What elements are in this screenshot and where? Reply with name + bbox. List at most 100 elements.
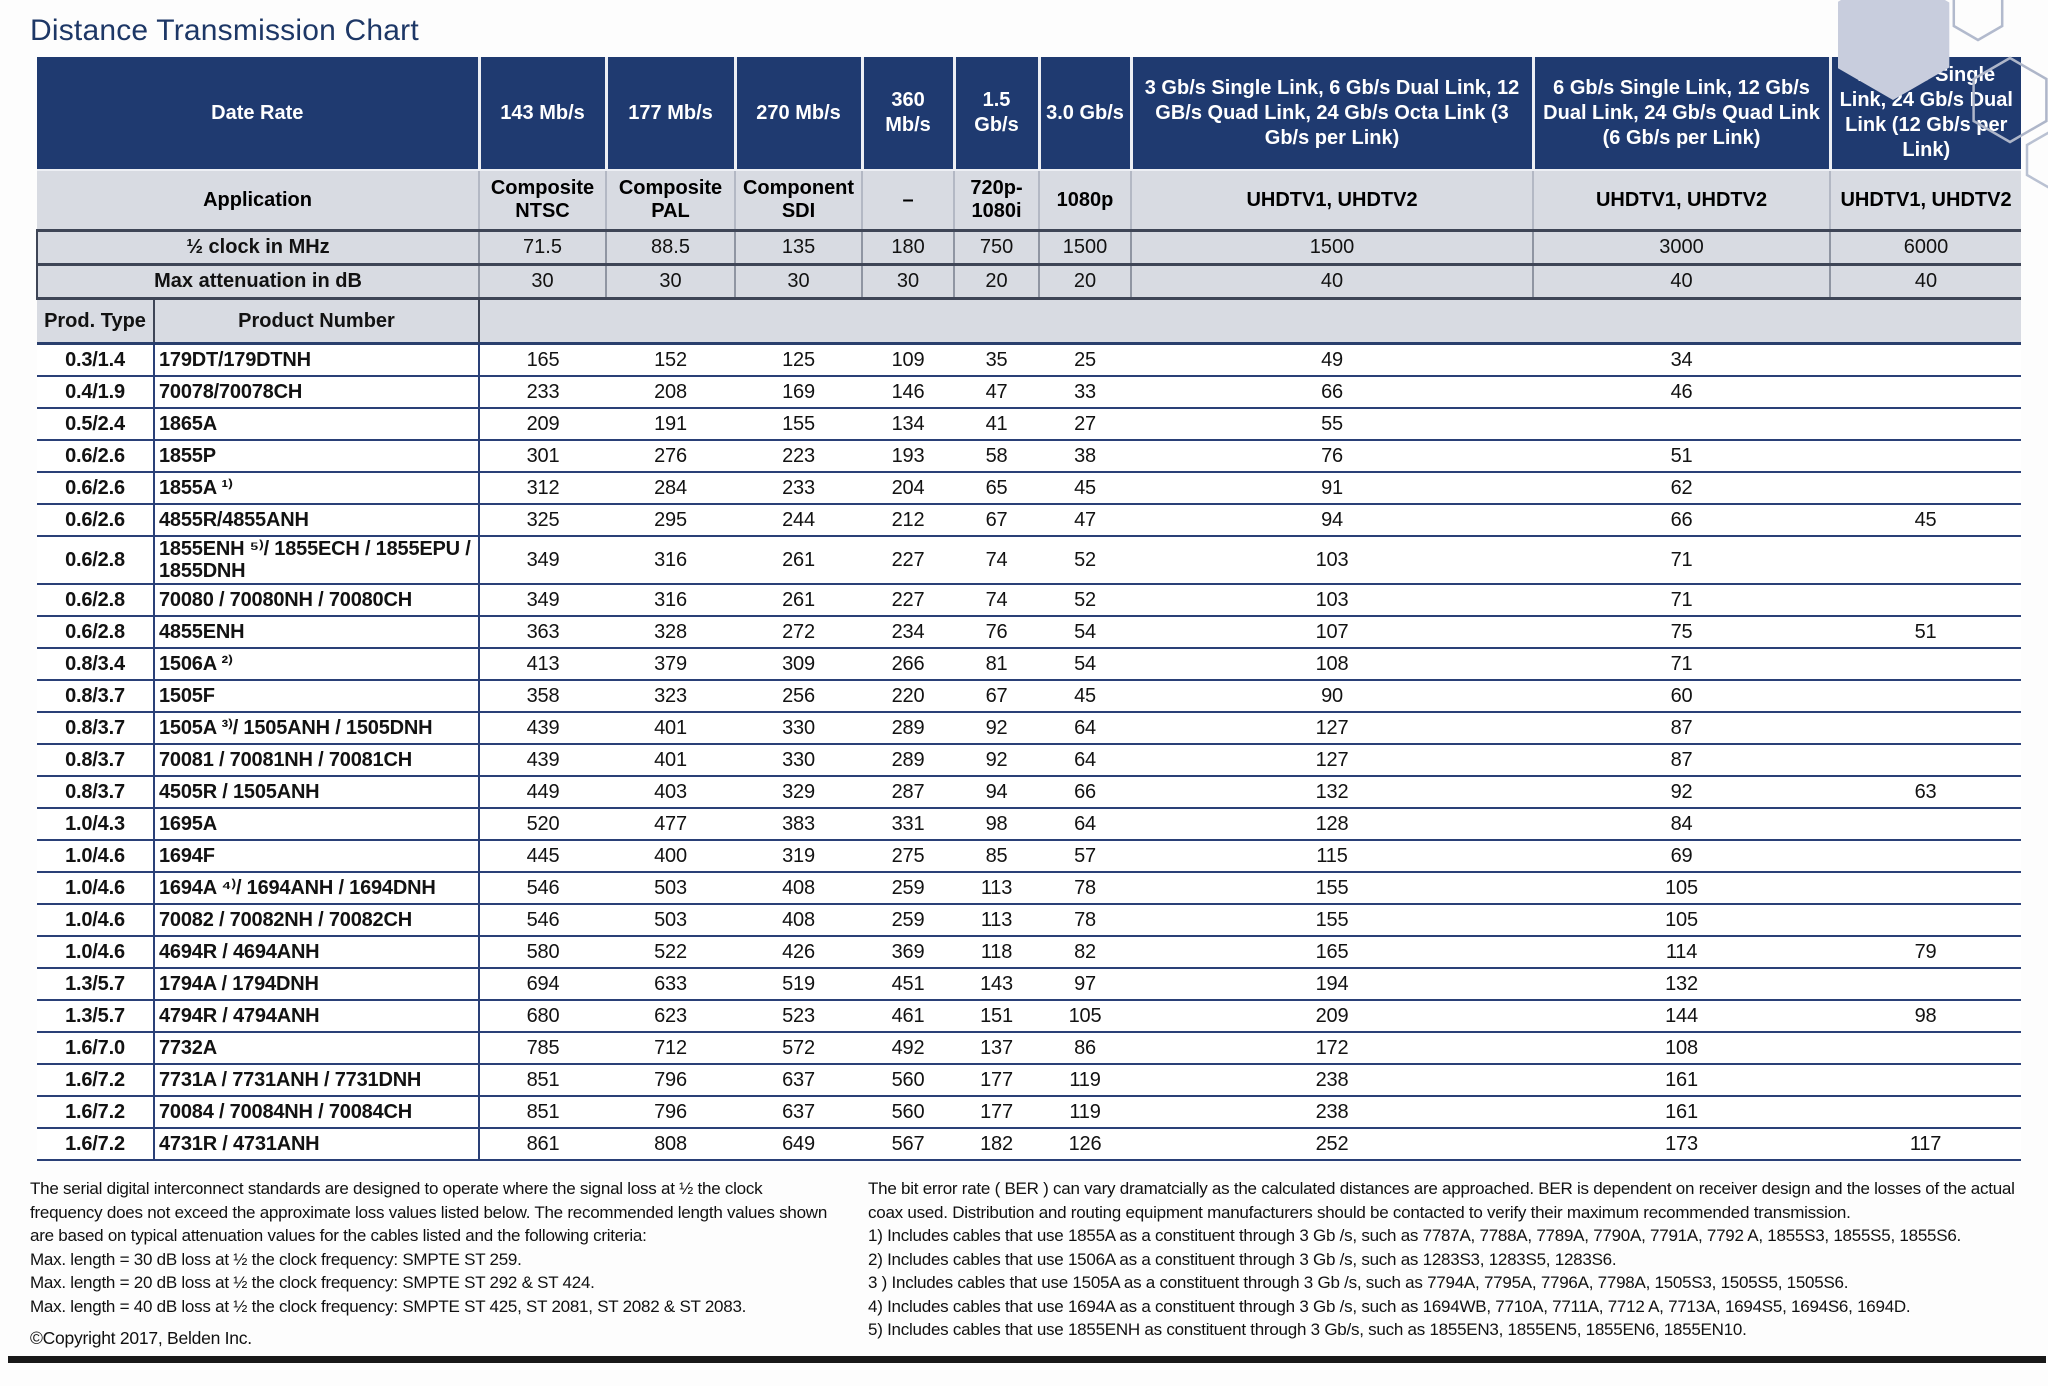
value-cell: 85 bbox=[954, 840, 1040, 873]
value-cell: 128 bbox=[1131, 808, 1534, 841]
prod-type-cell: 0.6/2.8 bbox=[37, 584, 155, 617]
value-cell: 64 bbox=[1039, 744, 1132, 777]
value-cell: 363 bbox=[479, 616, 607, 649]
max-attenuation-value: 40 bbox=[1130, 263, 1534, 299]
value-cell: 325 bbox=[479, 504, 607, 537]
product-number-cell: 70081 / 70081NH / 70081CH bbox=[154, 744, 481, 777]
value-cell: 92 bbox=[954, 744, 1040, 777]
value-cell: 74 bbox=[954, 536, 1040, 585]
max-attenuation-value: 30 bbox=[734, 263, 863, 299]
product-number-cell: 7732A bbox=[154, 1032, 481, 1065]
product-number-cell: 4505R / 1505ANH bbox=[154, 776, 481, 809]
value-cell: 401 bbox=[606, 744, 736, 777]
value-cell bbox=[1830, 1096, 2022, 1129]
value-cell: 126 bbox=[1039, 1128, 1132, 1161]
value-cell: 71 bbox=[1533, 536, 1831, 585]
value-cell: 319 bbox=[735, 840, 863, 873]
value-cell: 143 bbox=[954, 968, 1040, 1001]
value-cell: 349 bbox=[479, 536, 607, 585]
footnote-intro-left: The serial digital interconnect standard… bbox=[30, 1179, 828, 1245]
value-cell: 330 bbox=[735, 744, 863, 777]
numbered-note: 3 ) Includes cables that use 1505A as a … bbox=[868, 1273, 1849, 1292]
value-cell: 38 bbox=[1039, 440, 1132, 473]
value-cell: 796 bbox=[606, 1096, 736, 1129]
value-cell: 144 bbox=[1533, 1000, 1831, 1033]
value-cell: 861 bbox=[479, 1128, 607, 1161]
product-number-cell: 1855ENH ⁵⁾/ 1855ECH / 1855EPU / 1855DNH bbox=[154, 536, 481, 585]
value-cell: 118 bbox=[954, 936, 1040, 969]
value-cell: 51 bbox=[1533, 440, 1831, 473]
value-cell: 65 bbox=[954, 472, 1040, 505]
data-rate-col-header: 3 Gb/s Single Link, 6 Gb/s Dual Link, 12… bbox=[1129, 57, 1534, 170]
prod-type-cell: 0.4/1.9 bbox=[37, 376, 155, 409]
value-cell: 134 bbox=[862, 408, 955, 441]
product-number-cell: 70078/70078CH bbox=[154, 376, 481, 409]
value-cell: 60 bbox=[1533, 680, 1831, 713]
value-cell bbox=[1830, 408, 2022, 441]
value-cell: 567 bbox=[862, 1128, 955, 1161]
product-number-cell: 70082 / 70082NH / 70082CH bbox=[154, 904, 481, 937]
value-cell bbox=[1830, 584, 2022, 617]
value-cell: 69 bbox=[1533, 840, 1831, 873]
value-cell: 309 bbox=[735, 648, 863, 681]
prod-type-cell: 1.6/7.0 bbox=[37, 1032, 155, 1065]
value-cell bbox=[1830, 440, 2022, 473]
prod-type-cell: 1.0/4.6 bbox=[37, 840, 155, 873]
value-cell: 194 bbox=[1131, 968, 1534, 1001]
value-cell: 155 bbox=[1131, 904, 1534, 937]
product-number-cell: 4794R / 4794ANH bbox=[154, 1000, 481, 1033]
product-number-cell: 1695A bbox=[154, 808, 481, 841]
table-row: 1.6/7.2 7731A / 7731ANH / 7731DNH 851 796 63… bbox=[37, 1064, 2022, 1097]
prod-type-cell: 0.8/3.7 bbox=[37, 680, 155, 713]
numbered-note: 4) Includes cables that use 1694A as a c… bbox=[868, 1296, 1911, 1316]
value-cell: 161 bbox=[1533, 1064, 1831, 1097]
value-cell: 46 bbox=[1533, 376, 1831, 409]
product-number-cell: 1855P bbox=[154, 440, 481, 473]
value-cell bbox=[1830, 744, 2022, 777]
value-cell: 71 bbox=[1533, 584, 1831, 617]
value-cell bbox=[1830, 680, 2022, 713]
value-cell: 81 bbox=[954, 648, 1040, 681]
value-cell: 323 bbox=[606, 680, 736, 713]
max-attenuation-value: 20 bbox=[1038, 263, 1132, 299]
value-cell bbox=[1533, 408, 1831, 441]
value-cell: 519 bbox=[735, 968, 863, 1001]
value-cell: 284 bbox=[606, 472, 736, 505]
prod-type-cell: 0.6/2.8 bbox=[37, 616, 155, 649]
value-cell: 108 bbox=[1533, 1032, 1831, 1065]
table-row: 1.3/5.7 1794A / 1794DNH 694 633 519 451 143 97 1… bbox=[37, 968, 2022, 1001]
value-cell: 105 bbox=[1533, 872, 1831, 905]
value-cell: 57 bbox=[1039, 840, 1132, 873]
value-cell: 64 bbox=[1039, 712, 1132, 745]
value-cell: 64 bbox=[1039, 808, 1132, 841]
table-row: 0.6/2.6 1855P 301 276 223 193 58 38 76 51 bbox=[37, 440, 2022, 473]
value-cell: 261 bbox=[735, 536, 863, 585]
value-cell: 125 bbox=[735, 343, 863, 377]
half-clock-value: 71.5 bbox=[478, 229, 607, 265]
value-cell: 712 bbox=[606, 1032, 736, 1065]
table-row: 0.8/3.7 4505R / 1505ANH 449 403 329 287 94 66 13… bbox=[37, 776, 2022, 809]
prod-type-cell: 1.0/4.6 bbox=[37, 904, 155, 937]
value-cell: 169 bbox=[735, 376, 863, 409]
value-cell: 105 bbox=[1533, 904, 1831, 937]
value-cell: 408 bbox=[735, 872, 863, 905]
half-clock-label: ½ clock in MHz bbox=[35, 229, 480, 265]
data-rate-col-header: 143 Mb/s bbox=[477, 57, 607, 170]
max-attenuation-value: 30 bbox=[605, 263, 736, 299]
value-cell: 94 bbox=[954, 776, 1040, 809]
value-cell: 155 bbox=[735, 408, 863, 441]
value-cell: 233 bbox=[735, 472, 863, 505]
table-row: 0.8/3.7 1505A ³⁾/ 1505ANH / 1505DNH 439 401… bbox=[37, 712, 2022, 745]
value-cell: 35 bbox=[954, 343, 1040, 377]
value-cell: 87 bbox=[1533, 712, 1831, 745]
value-cell: 580 bbox=[479, 936, 607, 969]
table-row: 0.6/2.6 4855R/4855ANH 325 295 244 212 67 47 94 66… bbox=[37, 504, 2022, 537]
max-attenuation-value: 20 bbox=[953, 263, 1040, 299]
prod-type-cell: 1.0/4.3 bbox=[37, 808, 155, 841]
table-row: 0.6/2.8 70080 / 70080NH / 70080CH 349 316 26… bbox=[37, 584, 2022, 617]
value-cell: 165 bbox=[1131, 936, 1534, 969]
product-number-cell: 1505A ³⁾/ 1505ANH / 1505DNH bbox=[154, 712, 481, 745]
footnote-intro-right: The bit error rate ( BER ) can vary dram… bbox=[868, 1179, 2015, 1222]
value-cell: 173 bbox=[1533, 1128, 1831, 1161]
product-number-cell: 1694A ⁴⁾/ 1694ANH / 1694DNH bbox=[154, 872, 481, 905]
